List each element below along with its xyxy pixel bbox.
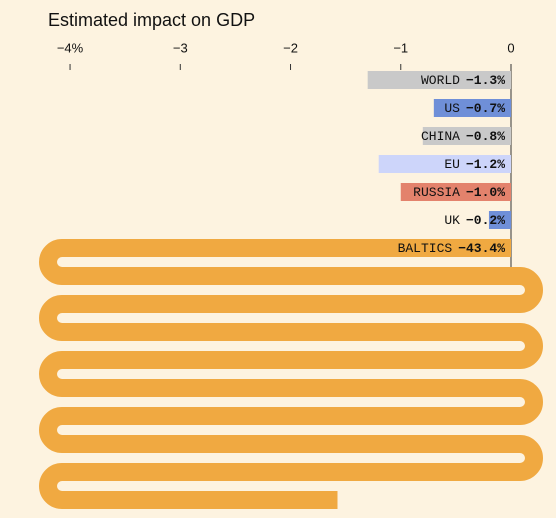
bar xyxy=(367,71,511,89)
value-label: −1.0% xyxy=(466,185,505,200)
category-label: CHINA xyxy=(421,129,460,144)
category-label: BALTICS xyxy=(398,241,453,256)
x-tick-label: −1 xyxy=(393,40,408,55)
bar-label: CHINA −0.8% xyxy=(421,129,505,144)
bar-label: BALTICS −43.4% xyxy=(398,241,506,256)
bar-label: RUSSIA −1.0% xyxy=(413,185,505,200)
value-label: −0.2% xyxy=(466,213,505,228)
bar xyxy=(488,211,511,229)
bar-label: EU −1.2% xyxy=(444,157,505,172)
x-tick-label: 0 xyxy=(507,40,514,55)
value-label: −1.3% xyxy=(466,73,505,88)
bar-label: UK −0.2% xyxy=(444,213,505,228)
x-tick-label: −4% xyxy=(57,40,84,55)
bar xyxy=(400,183,511,201)
bar-label: US −0.7% xyxy=(444,101,505,116)
bar xyxy=(39,239,543,509)
value-label: −1.2% xyxy=(466,157,505,172)
category-label: EU xyxy=(444,157,460,172)
value-label: −43.4% xyxy=(458,241,505,256)
category-label: UK xyxy=(444,213,460,228)
chart-title: Estimated impact on GDP xyxy=(48,10,255,30)
value-label: −0.7% xyxy=(466,101,505,116)
x-tick-label: −2 xyxy=(283,40,298,55)
category-label: US xyxy=(444,101,460,116)
value-label: −0.8% xyxy=(466,129,505,144)
category-label: RUSSIA xyxy=(413,185,460,200)
bar xyxy=(378,155,511,173)
bar xyxy=(433,99,511,117)
category-label: WORLD xyxy=(421,73,460,88)
bar-label: WORLD −1.3% xyxy=(421,73,505,88)
bar xyxy=(422,127,511,145)
x-tick-label: −3 xyxy=(173,40,188,55)
